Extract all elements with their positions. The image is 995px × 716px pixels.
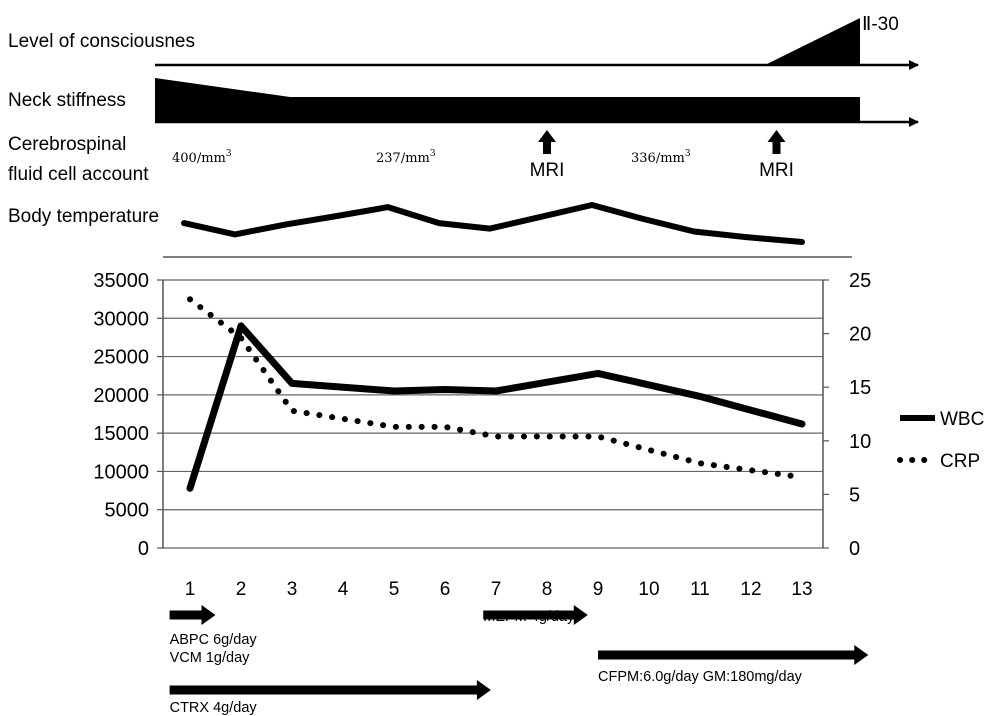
x-tick-label: 6 [440,579,451,600]
right-tick-label: 20 [849,324,871,346]
body-temperature-label: Body temperature [8,206,159,227]
left-tick-label: 25000 [93,347,149,369]
treatment-label: ABPC 6g/day [170,632,258,648]
mri-arrow-icon [767,130,786,154]
left-axis-ticks: 35000 30000 25000 20000 15000 10000 5000 0 [93,270,163,560]
treatment-arrow [483,605,588,625]
treatment-label: MEPM 4g/day [483,609,575,625]
treatment-label: VCM 1g/day [170,650,251,666]
x-tick-label: 2 [236,579,247,600]
left-tick-label: 10000 [93,461,149,483]
mri-label: MRI [759,160,794,181]
x-tick-label: 7 [491,579,502,600]
csf-counts: 400/mm3 237/mm3 336/mm3 [172,149,691,166]
x-axis-ticks: 1 2 3 4 5 6 7 8 9 10 11 12 13 [185,579,813,600]
neck-stiffness-label: Neck stiffness [8,90,126,111]
wbc-series-line [186,322,806,492]
left-tick-label: 30000 [93,308,149,330]
treatment-arrow [169,605,216,625]
treatments: ABPC 6g/day VCM 1g/day MEPM 4g/day CFPM:6.0… [169,605,869,716]
x-tick-label: 12 [740,579,761,600]
treatment-arrow [169,680,491,700]
right-tick-label: 10 [849,431,871,453]
mri-marks: MRI MRI [530,130,794,181]
wbc-crp-chart: 35000 30000 25000 20000 15000 10000 5000 0 25 20… [93,270,871,560]
mri-label: MRI [530,160,565,181]
right-axis-ticks: 25 20 15 10 5 0 [823,270,871,560]
csf-label-line1: Cerebrospinal [8,134,126,155]
right-tick-label: 15 [849,377,871,399]
left-tick-label: 35000 [93,270,149,292]
x-tick-label: 9 [593,579,604,600]
csf-count: 237/mm3 [376,149,436,166]
consciousness-end-label: Ⅱ-30 [862,14,899,35]
csf-label-line2: fluid cell account [8,164,149,185]
legend-crp-label: CRP [940,451,980,472]
consciousness-wedge [765,18,860,65]
treatment-label: CTRX 4g/day [170,700,258,716]
x-tick-label: 13 [791,579,812,600]
x-tick-label: 8 [542,579,553,600]
left-tick-label: 15000 [93,423,149,445]
x-tick-label: 5 [389,579,400,600]
legend: WBC CRP [897,409,984,472]
x-tick-label: 10 [638,579,659,600]
x-tick-label: 4 [338,579,349,600]
body-temperature-line [181,202,805,245]
legend-wbc-label: WBC [940,409,984,430]
treatment-label: CFPM:6.0g/day GM:180mg/day [598,669,803,685]
right-tick-label: 25 [849,270,871,292]
consciousness-label: Level of consciousnes [8,31,195,52]
csf-count: 400/mm3 [172,149,232,166]
csf-count: 336/mm3 [631,149,691,166]
treatment-arrow [598,645,869,665]
x-tick-label: 1 [185,579,196,600]
crp-series-line [187,296,805,481]
left-tick-label: 20000 [93,385,149,407]
gridlines [163,279,823,549]
left-tick-label: 5000 [105,500,150,522]
x-tick-label: 3 [287,579,298,600]
x-tick-label: 11 [690,579,710,600]
right-tick-label: 0 [849,538,860,560]
left-tick-label: 0 [138,538,149,560]
mri-arrow-icon [538,130,556,154]
right-tick-label: 5 [849,484,860,506]
neck-stiffness-bar [155,78,860,122]
